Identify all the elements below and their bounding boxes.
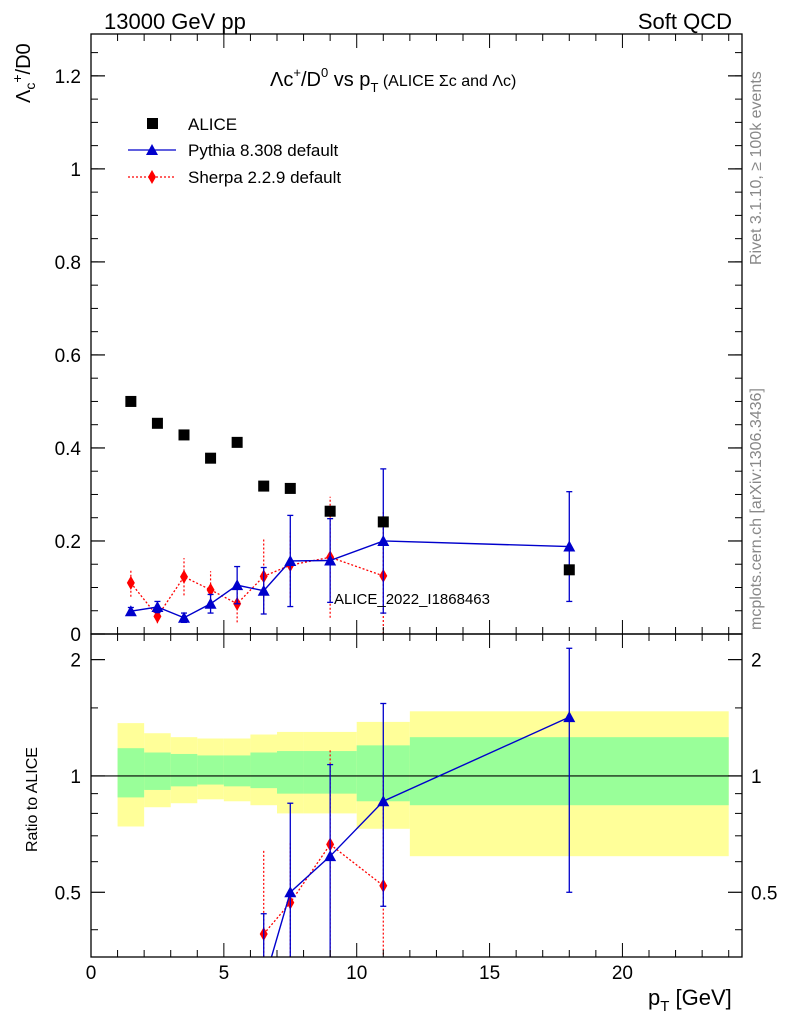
xlabel-unit: [GeV]: [669, 985, 731, 1010]
pythia-point: [563, 540, 576, 552]
alice-point: [178, 429, 190, 441]
sherpa-point: [126, 575, 135, 590]
main-title: Λc+/D0 vs pT (ALICE Σc and Λc): [270, 65, 516, 95]
title-sup-zero: 0: [321, 65, 328, 80]
ratio-band-green: [117, 748, 145, 798]
alice-point: [231, 436, 243, 448]
main-ytick-label: 0: [70, 625, 81, 646]
xlabel-sub-t: T: [660, 998, 669, 1015]
ylabel-sub-c: c: [22, 83, 38, 90]
ratio-ytick-label-right: 1: [751, 767, 762, 788]
xlabel-p: p: [648, 985, 660, 1010]
title-slash: /D: [301, 69, 321, 91]
main-ytick-label: 0.6: [55, 346, 81, 367]
ratio-data: [91, 647, 742, 989]
ratio-pythia-point: [284, 886, 297, 898]
pythia-point: [377, 534, 390, 546]
ylabel-d0: /D0: [13, 43, 35, 74]
alice-point: [324, 505, 336, 517]
ratio-ytick-label-left: 1: [70, 767, 81, 788]
ratio-xtick-label: 15: [479, 963, 500, 984]
ratio-band-green: [144, 752, 171, 790]
alice-point: [205, 452, 217, 464]
ratio-xtick-label: 10: [346, 963, 367, 984]
pythia-point: [178, 611, 190, 623]
title-paren: (ALICE Σc and Λc): [378, 73, 516, 90]
process-label: Soft QCD: [638, 9, 732, 34]
pythia-point: [284, 554, 297, 566]
ratio-pythia-point: [563, 711, 576, 723]
alice-point: [377, 516, 389, 528]
mcplots-info: mcplots.cern.ch [arXiv:1306.3436]: [748, 388, 765, 630]
pythia-point: [257, 584, 270, 596]
legend-marker-alice: [147, 118, 158, 129]
pythia-point: [204, 597, 217, 609]
main-y-label: Λc+/D0: [9, 43, 38, 103]
rivet-info: Rivet 3.1.10, ≥ 100k events: [748, 71, 765, 265]
legend-label-alice: ALICE: [188, 115, 237, 134]
ratio-ytick-label-left: 0.5: [55, 883, 81, 904]
title-vs: vs p: [328, 69, 370, 91]
energy-label: 13000 GeV pp: [104, 9, 246, 34]
ratio-xtick-label: 5: [219, 963, 230, 984]
pythia-point: [231, 579, 244, 591]
ylabel-sup-plus: +: [9, 74, 25, 82]
sherpa-point: [206, 582, 215, 597]
main-ytick-label: 0.2: [55, 532, 81, 553]
title-sub-t: T: [370, 80, 378, 95]
pythia-point: [324, 554, 337, 566]
alice-point: [125, 395, 137, 407]
ratio-band-green: [197, 755, 224, 785]
main-ytick-label: 0.8: [55, 253, 81, 274]
ratio-ytick-label-left: 2: [70, 651, 81, 672]
legend-label-sherpa: Sherpa 2.2.9 default: [188, 168, 341, 187]
title-sup-plus: +: [293, 65, 301, 80]
title-lambda: Λc: [270, 69, 293, 91]
pythia-line: [130, 540, 570, 619]
ratio-frame: [90, 633, 743, 958]
pythia-point: [151, 601, 164, 613]
ratio-pythia-point: [377, 795, 390, 807]
ratio-pythia-point: [258, 978, 270, 989]
legend-marker-pythia: [146, 144, 158, 155]
alice-point: [258, 480, 270, 492]
main-data: [124, 395, 576, 634]
ratio-ytick-label-right: 2: [751, 651, 762, 672]
ylabel-lambda: Λ: [13, 89, 35, 103]
ratio-xtick-label: 20: [612, 963, 633, 984]
ratio-xtick-label: 0: [86, 963, 97, 984]
pythia-point: [124, 605, 137, 617]
main-panel: [124, 395, 576, 634]
alice-point: [151, 417, 163, 429]
main-ytick-label: 1: [70, 160, 81, 181]
alice-point: [284, 482, 296, 494]
main-ytick-label: 1.2: [55, 67, 81, 88]
legend-label-pythia: Pythia 8.308 default: [188, 141, 339, 160]
sherpa-point: [180, 569, 188, 584]
ratio-band-green: [223, 755, 251, 787]
alice-point: [563, 564, 575, 576]
ratio-band-green: [170, 753, 198, 787]
ratio-panel: [91, 647, 742, 989]
legend: ALICE Pythia 8.308 default Sherpa 2.2.9 …: [128, 115, 341, 187]
ratio-band-green: [250, 752, 277, 789]
legend-marker-sherpa: [148, 170, 156, 184]
x-axis-label: pT [GeV]: [648, 985, 732, 1015]
analysis-watermark: ALICE_2022_I1868463: [334, 591, 490, 608]
ratio-band-green: [277, 751, 304, 794]
ratio-pythia-point: [324, 850, 337, 862]
main-ytick-label: 0.4: [55, 439, 82, 460]
axes: 0 0.2 0.4 0.6 0.8 1 1.2 0 5 10 15 20 0.5 0.5 1 1 2 2: [55, 33, 777, 984]
ratio-y-label: Ratio to ALICE: [24, 747, 41, 852]
ratio-ytick-label-right: 0.5: [751, 883, 777, 904]
